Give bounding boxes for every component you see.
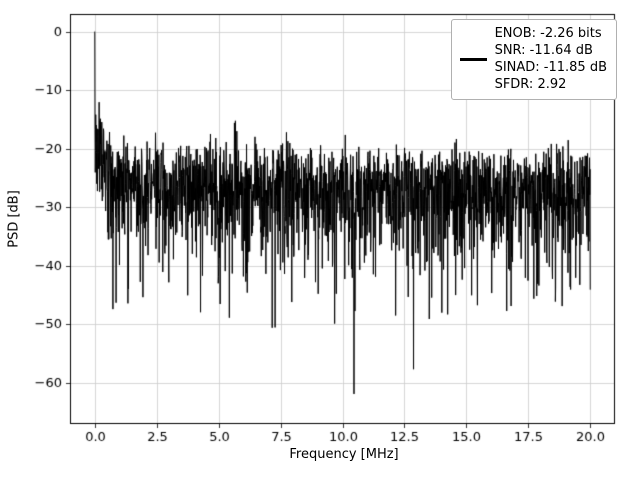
legend-line-enob: ENOB: -2.26 bits: [494, 26, 602, 41]
legend: ENOB: -2.26 bits SNR: -11.64 dB SINAD: -…: [450, 19, 617, 100]
x-axis-label: Frequency [MHz]: [289, 447, 399, 462]
legend-line-snr: SNR: -11.64 dB: [494, 43, 593, 59]
y-axis-label: PSD [dB]: [6, 190, 22, 248]
legend-text-block: ENOB: -2.26 bits SNR: -11.64 dB SINAD: -…: [495, 25, 607, 94]
legend-line-sfdr: SFDR: 2.92: [494, 77, 567, 93]
legend-line-sinad: SINAD: -11.85 dB: [494, 60, 607, 76]
legend-line-sample-icon: [459, 57, 487, 61]
